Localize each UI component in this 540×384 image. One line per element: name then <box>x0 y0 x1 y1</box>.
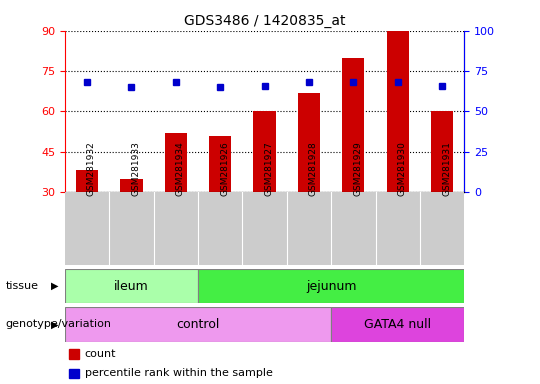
Text: genotype/variation: genotype/variation <box>5 319 111 329</box>
Text: GSM281927: GSM281927 <box>265 141 274 196</box>
Bar <box>65 307 331 342</box>
Text: GSM281928: GSM281928 <box>309 141 318 196</box>
Text: ▶: ▶ <box>51 319 59 329</box>
Bar <box>431 111 453 192</box>
Text: jejunum: jejunum <box>306 280 356 293</box>
Text: tissue: tissue <box>5 281 38 291</box>
Bar <box>387 28 409 192</box>
Bar <box>120 179 143 192</box>
Text: control: control <box>177 318 220 331</box>
Bar <box>65 269 198 303</box>
Title: GDS3486 / 1420835_at: GDS3486 / 1420835_at <box>184 14 346 28</box>
Text: GSM281929: GSM281929 <box>353 141 362 196</box>
Bar <box>69 369 79 378</box>
Bar <box>253 111 276 192</box>
Text: ▶: ▶ <box>51 281 59 291</box>
Bar <box>76 170 98 192</box>
Text: GSM281934: GSM281934 <box>176 141 185 196</box>
Bar <box>342 58 365 192</box>
Text: ileum: ileum <box>114 280 149 293</box>
Bar <box>198 269 464 303</box>
Bar <box>298 93 320 192</box>
Bar <box>209 136 231 192</box>
Text: GATA4 null: GATA4 null <box>364 318 431 331</box>
Text: GSM281932: GSM281932 <box>87 141 96 196</box>
Text: GSM281930: GSM281930 <box>398 141 407 196</box>
Text: GSM281931: GSM281931 <box>442 141 451 196</box>
Bar <box>331 307 464 342</box>
Bar <box>69 349 79 359</box>
Text: percentile rank within the sample: percentile rank within the sample <box>85 368 273 379</box>
Bar <box>165 133 187 192</box>
Text: GSM281926: GSM281926 <box>220 141 229 196</box>
Text: GSM281933: GSM281933 <box>131 141 140 196</box>
Text: count: count <box>85 349 116 359</box>
